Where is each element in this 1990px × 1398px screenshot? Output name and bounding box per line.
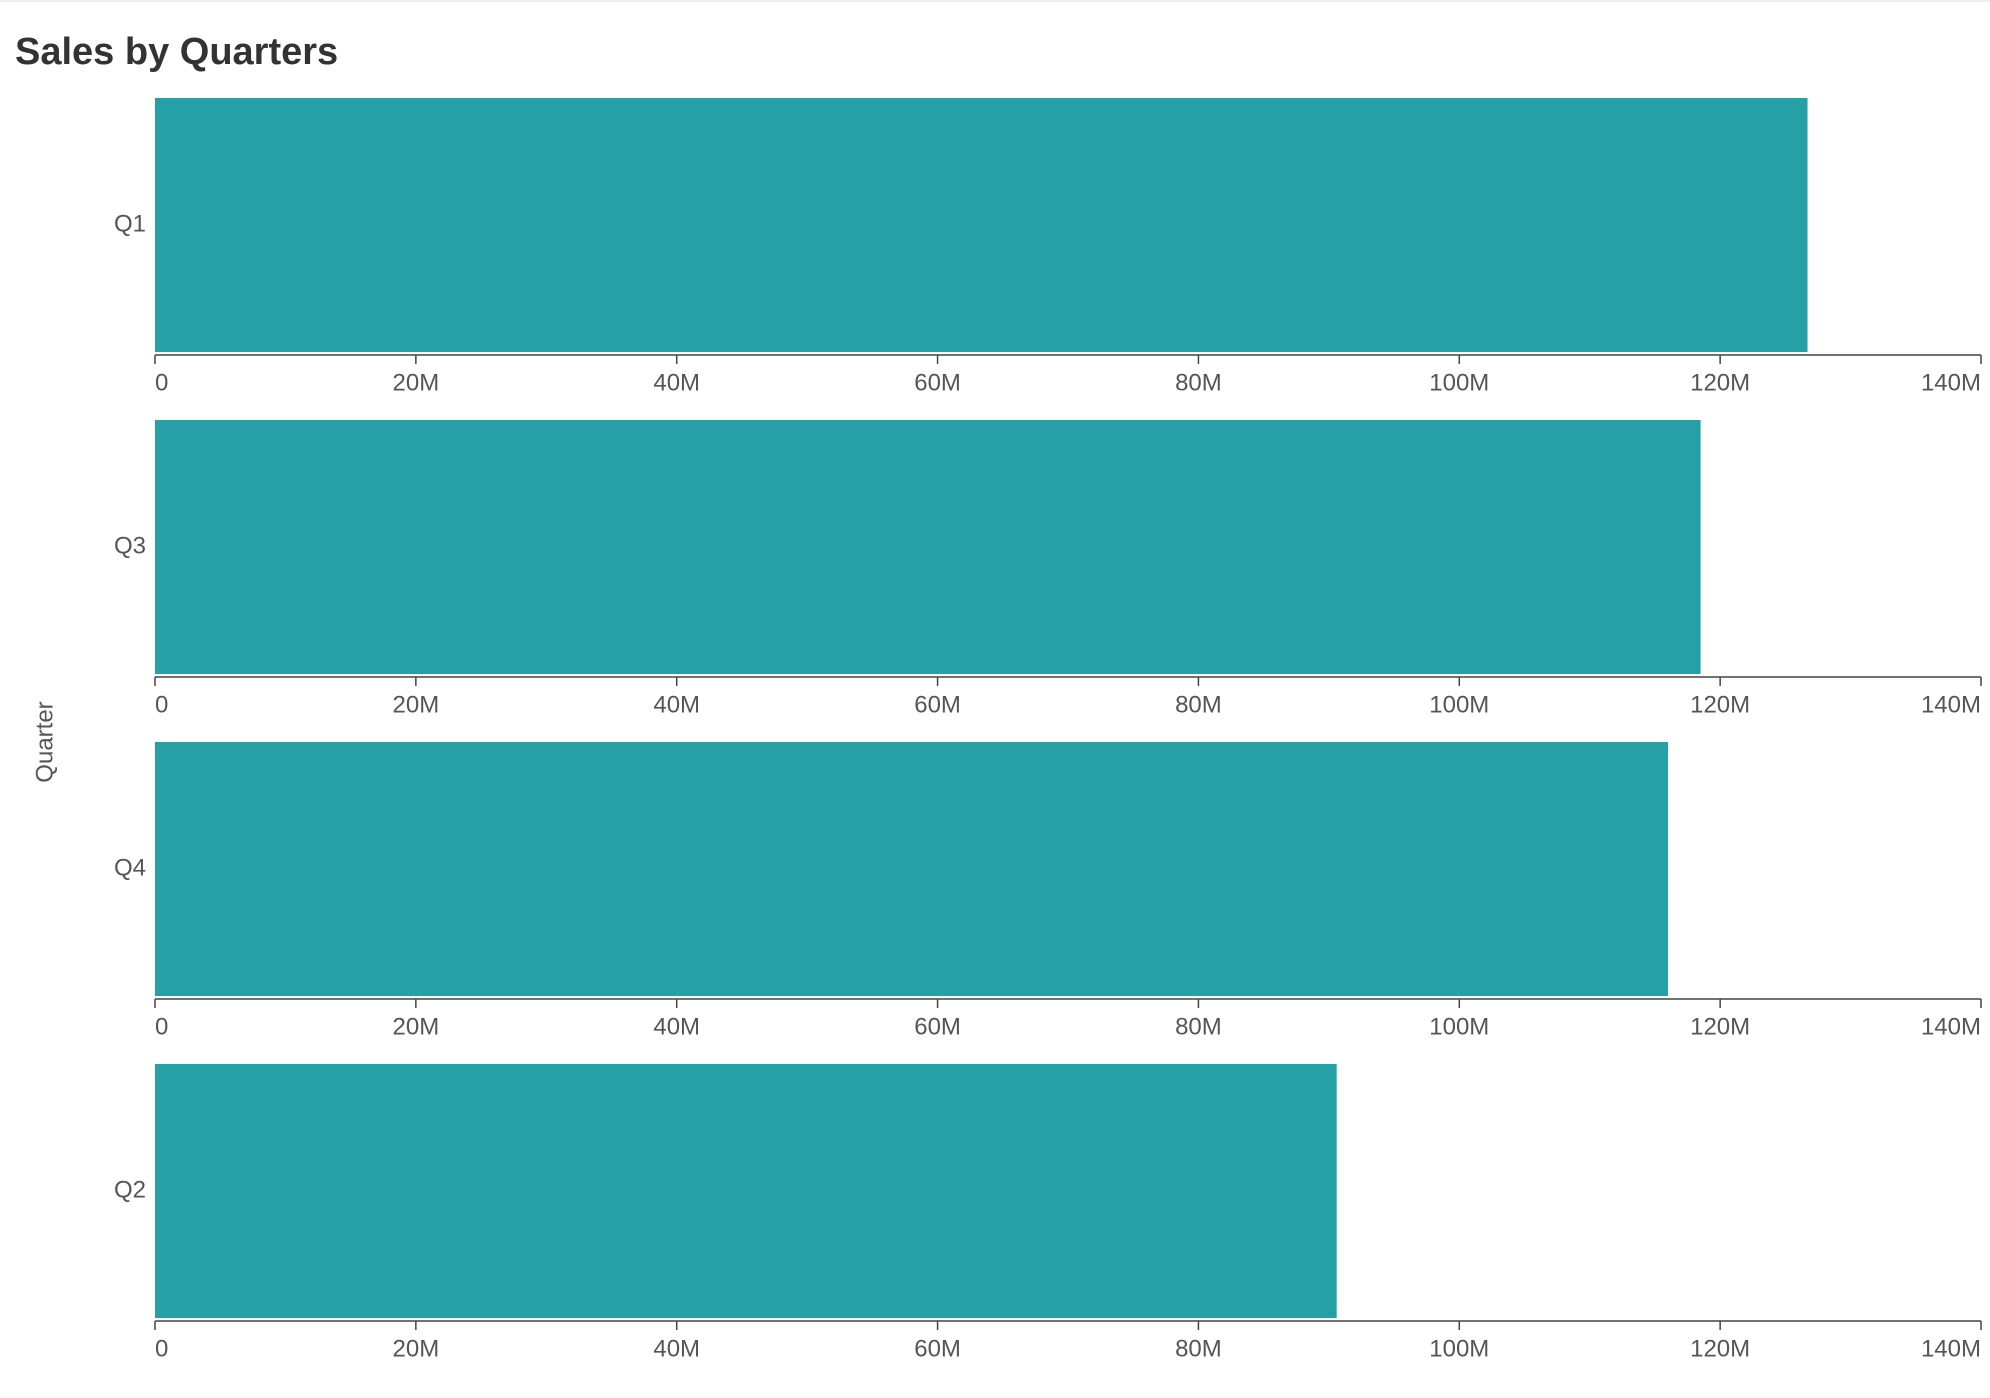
x-tick-label: 20M [393, 691, 440, 718]
x-tick-label: 80M [1175, 1013, 1222, 1040]
x-tick-label: 80M [1175, 369, 1222, 396]
x-tick-label: 0 [155, 1335, 168, 1362]
x-tick-label: 40M [653, 1335, 700, 1362]
y-tick-label: Q3 [114, 532, 146, 559]
bar [155, 420, 1701, 674]
x-tick-label: 20M [393, 1335, 440, 1362]
x-tick-label: 60M [914, 691, 961, 718]
x-tick-label: 40M [653, 369, 700, 396]
x-tick-label: 40M [653, 691, 700, 718]
x-tick-label: 20M [393, 369, 440, 396]
x-tick-label: 40M [653, 1013, 700, 1040]
x-tick-label: 0 [155, 369, 168, 396]
x-tick-label: 140M [1921, 691, 1981, 718]
x-tick-label: 20M [393, 1013, 440, 1040]
chart-title: Sales by Quarters [15, 31, 338, 73]
bar [155, 98, 1808, 352]
x-tick-label: 100M [1429, 1013, 1489, 1040]
x-tick-label: 140M [1921, 369, 1981, 396]
x-tick-label: 100M [1429, 691, 1489, 718]
x-tick-label: 140M [1921, 1335, 1981, 1362]
x-tick-label: 60M [914, 369, 961, 396]
x-tick-label: 120M [1690, 369, 1750, 396]
bar [155, 742, 1668, 996]
x-tick-label: 140M [1921, 1013, 1981, 1040]
x-tick-label: 120M [1690, 1013, 1750, 1040]
x-tick-label: 120M [1690, 1335, 1750, 1362]
y-axis-title: Quarter [31, 701, 58, 782]
x-tick-label: 60M [914, 1013, 961, 1040]
x-tick-label: 100M [1429, 1335, 1489, 1362]
x-tick-label: 0 [155, 1013, 168, 1040]
x-tick-label: 80M [1175, 1335, 1222, 1362]
x-tick-label: 60M [914, 1335, 961, 1362]
bar [155, 1064, 1337, 1318]
y-tick-label: Q2 [114, 1176, 146, 1203]
x-tick-label: 80M [1175, 691, 1222, 718]
x-tick-label: 100M [1429, 369, 1489, 396]
y-tick-label: Q1 [114, 210, 146, 237]
y-tick-label: Q4 [114, 854, 146, 881]
x-tick-label: 120M [1690, 691, 1750, 718]
x-tick-label: 0 [155, 691, 168, 718]
